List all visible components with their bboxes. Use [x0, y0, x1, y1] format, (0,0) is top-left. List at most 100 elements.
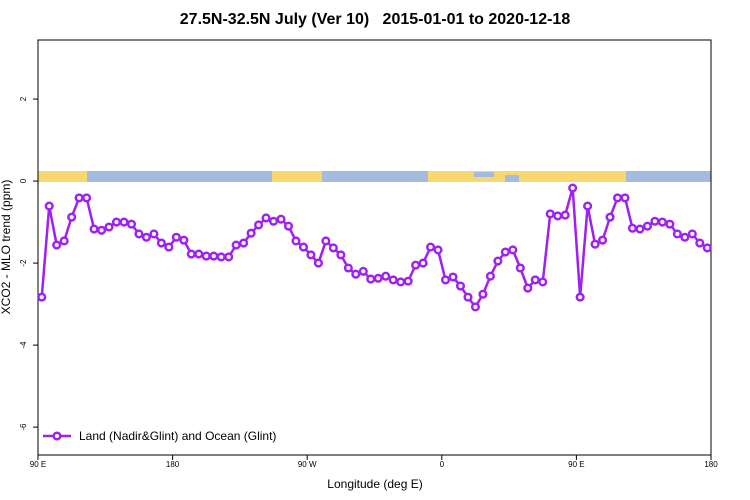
data-point: [463, 292, 473, 302]
data-point: [433, 245, 443, 255]
data-point: [695, 238, 705, 248]
chart-title: 27.5N-32.5N July (Ver 10) 2015-01-01 to …: [180, 11, 571, 28]
data-point: [358, 266, 368, 276]
data-point: [553, 211, 563, 221]
data-point: [493, 256, 503, 266]
plot-frame: [37, 39, 712, 456]
data-point: [194, 249, 204, 259]
data-point: [126, 219, 137, 229]
data-point: [343, 263, 353, 273]
data-point: [411, 260, 421, 270]
data-point: [37, 292, 47, 302]
y-tick-label: -2: [19, 259, 28, 267]
data-point: [269, 216, 279, 226]
data-point: [351, 269, 361, 279]
land-ocean-strip: [38, 171, 711, 182]
series-line: [40, 187, 708, 310]
data-point: [605, 212, 615, 222]
legend-marker: [52, 431, 62, 441]
data-point: [44, 201, 54, 211]
data-point: [650, 216, 660, 226]
legend-label: Land (Nadir&Glint) and Ocean (Glint): [79, 429, 276, 443]
data-point: [440, 275, 451, 285]
data-point: [52, 240, 62, 250]
y-tick-label: 0: [19, 178, 28, 183]
x-tick-label: 90 E: [30, 460, 46, 469]
data-point: [201, 251, 211, 261]
data-point: [171, 232, 181, 242]
data-point: [583, 201, 593, 211]
data-point: [156, 238, 166, 248]
data-point: [530, 275, 540, 285]
data-point: [590, 239, 600, 249]
data-point: [672, 229, 682, 239]
data-point: [119, 217, 129, 227]
data-point: [276, 214, 286, 224]
data-point: [515, 263, 525, 273]
data-point: [67, 212, 77, 222]
data-point: [568, 183, 578, 193]
x-tick-label: 90 E: [568, 460, 584, 469]
x-tick-label: 90 W: [298, 460, 317, 469]
data-point: [508, 245, 518, 255]
data-point: [455, 281, 466, 291]
data-point: [298, 242, 309, 252]
data-point: [89, 224, 99, 234]
data-point: [134, 229, 144, 239]
data-point: [403, 276, 413, 286]
data-point: [560, 210, 570, 220]
data-point: [702, 243, 712, 253]
data-point: [254, 220, 264, 230]
data-point: [283, 221, 294, 231]
data-point: [627, 223, 638, 233]
data-point: [313, 258, 323, 268]
data-point: [545, 209, 555, 219]
data-point: [523, 283, 533, 293]
data-point: [665, 219, 675, 229]
data-point: [687, 229, 697, 239]
x-tick-label: 180: [704, 460, 718, 469]
data-point: [216, 252, 226, 262]
data-point: [261, 213, 271, 223]
data-point: [82, 193, 92, 203]
data-point: [598, 235, 608, 245]
x-axis-label: Longitude (deg E): [327, 477, 422, 491]
data-point: [426, 242, 436, 252]
data-point: [97, 225, 107, 235]
data-point: [74, 193, 84, 203]
data-point: [328, 243, 338, 253]
data-point: [418, 258, 428, 268]
y-tick-label: -6: [19, 423, 28, 431]
data-point: [538, 277, 548, 287]
data-point: [612, 193, 623, 203]
data-point: [306, 250, 316, 260]
data-point: [366, 274, 376, 284]
data-point: [321, 236, 331, 246]
data-point: [575, 292, 585, 302]
data-point: [291, 236, 301, 246]
data-point: [239, 238, 249, 248]
data-point: [336, 250, 346, 260]
data-point: [642, 221, 652, 231]
data-point: [620, 193, 630, 203]
data-point: [500, 247, 510, 257]
data-point: [231, 240, 241, 250]
data-point: [186, 249, 196, 259]
data-point: [149, 229, 159, 239]
data-point: [448, 272, 458, 282]
data-point: [381, 271, 391, 281]
y-tick-label: -4: [19, 341, 28, 349]
data-point: [104, 222, 114, 232]
data-point: [478, 289, 488, 299]
data-point: [470, 302, 481, 312]
marks: [37, 183, 712, 312]
data-point: [246, 228, 256, 238]
data-point: [373, 273, 383, 283]
data-point: [164, 242, 174, 252]
y-tick-label: 2: [19, 96, 28, 101]
data-point: [224, 252, 234, 262]
data-point: [657, 217, 667, 227]
data-point: [485, 271, 495, 281]
data-point: [179, 235, 189, 245]
